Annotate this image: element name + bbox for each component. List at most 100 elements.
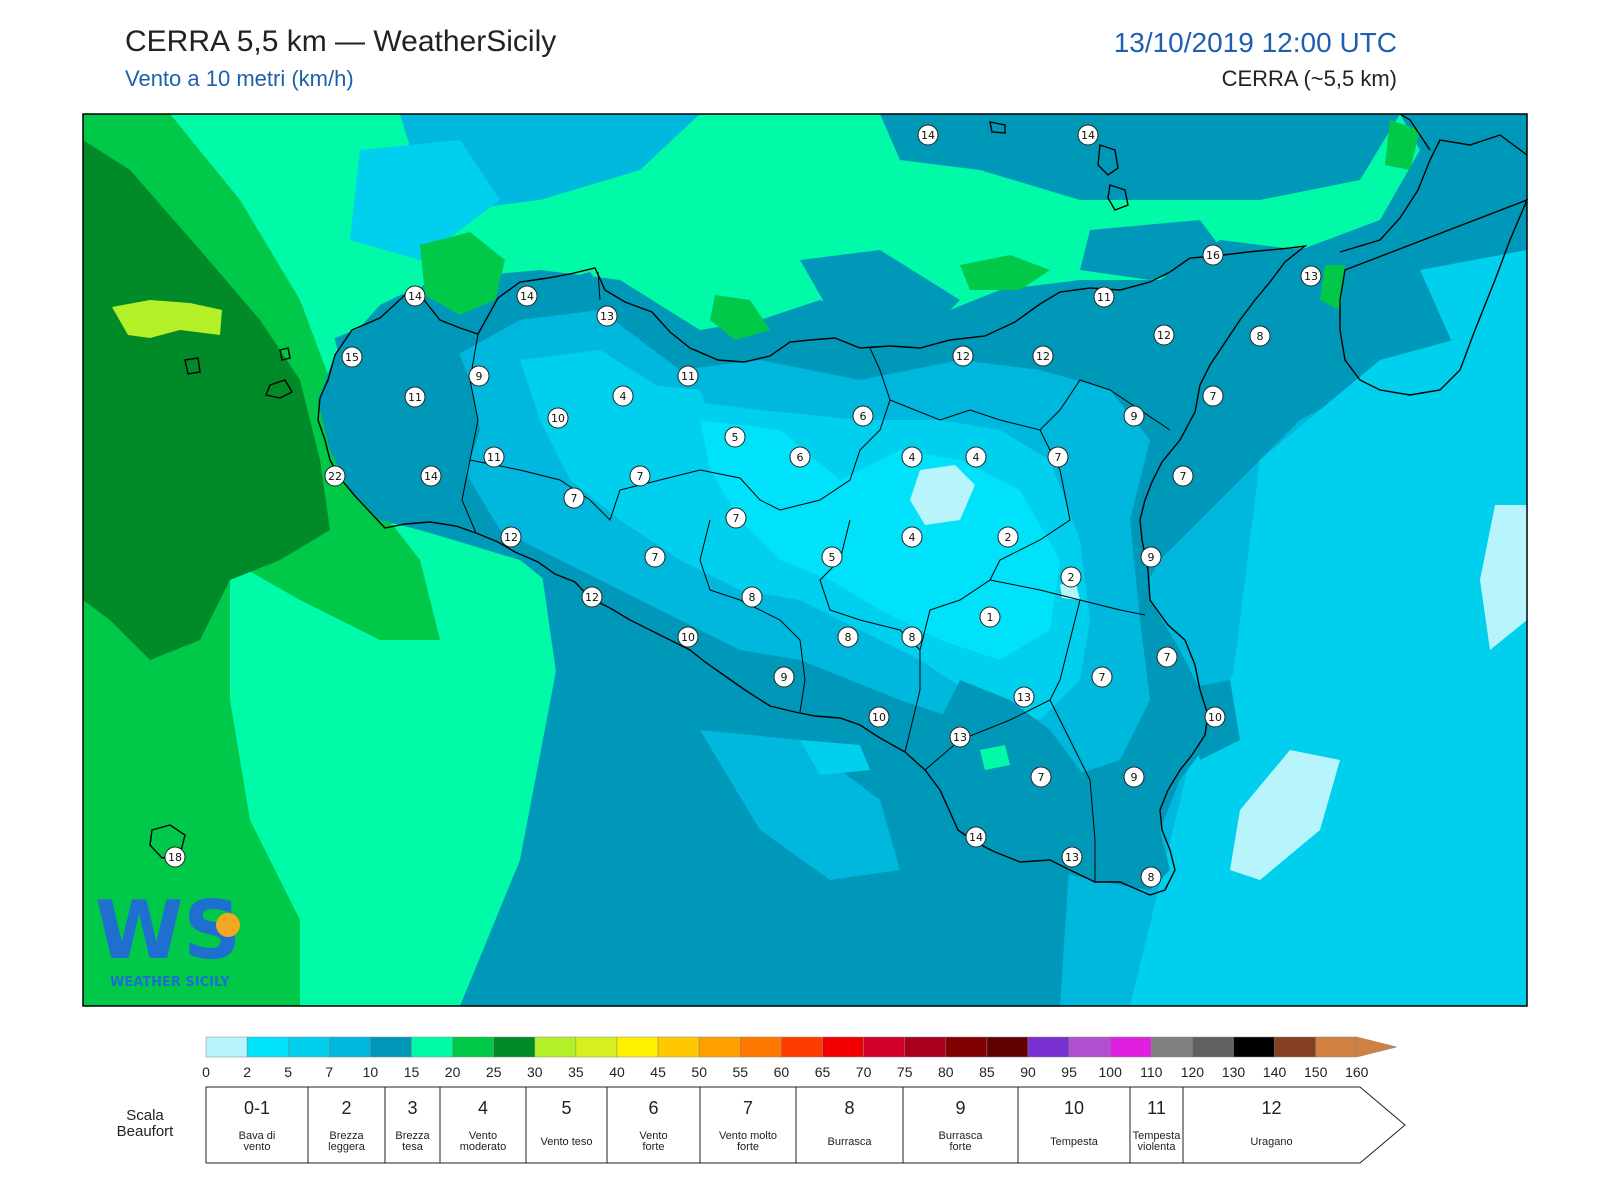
station-value: 14 xyxy=(520,290,534,303)
station-marker: 7 xyxy=(1047,446,1069,468)
station-marker: 15 xyxy=(341,346,363,368)
station-value: 13 xyxy=(1304,270,1318,283)
colorbar-tick: 50 xyxy=(691,1064,707,1080)
beaufort-number: 2 xyxy=(341,1098,351,1118)
colorbar-swatch xyxy=(411,1036,453,1058)
station-marker: 6 xyxy=(852,405,874,427)
station-marker: 4 xyxy=(901,526,923,548)
colorbar-tick: 130 xyxy=(1222,1064,1246,1080)
beaufort-desc: Tempesta xyxy=(1133,1130,1182,1142)
calabria-coastline xyxy=(1339,134,1529,396)
station-value: 11 xyxy=(487,451,501,464)
station-marker: 7 xyxy=(1202,385,1224,407)
station-value: 11 xyxy=(1097,291,1111,304)
station-value: 8 xyxy=(1257,330,1264,343)
station-value: 12 xyxy=(956,350,970,363)
station-marker: 9 xyxy=(1140,546,1162,568)
colorbar-tick: 120 xyxy=(1181,1064,1205,1080)
station-marker: 12 xyxy=(500,526,522,548)
station-marker: 7 xyxy=(629,465,651,487)
colorbar-swatch xyxy=(1068,1036,1111,1058)
beaufort-desc: tesa xyxy=(402,1141,424,1153)
station-marker: 11 xyxy=(1093,286,1115,308)
colorbar-tick: 110 xyxy=(1140,1064,1163,1080)
station-marker: 11 xyxy=(404,386,426,408)
station-marker: 7 xyxy=(644,546,666,568)
station-value: 5 xyxy=(829,551,836,564)
colorbar-swatch xyxy=(1274,1036,1316,1058)
colorbar-swatch xyxy=(781,1036,823,1058)
beaufort-number: 7 xyxy=(743,1098,753,1118)
station-marker: 7 xyxy=(725,507,747,529)
map-frame xyxy=(82,113,1528,1007)
forecast-datetime: 13/10/2019 12:00 UTC xyxy=(1113,27,1397,58)
station-value: 16 xyxy=(1206,249,1220,262)
station-value: 18 xyxy=(168,851,182,864)
beaufort-desc: forte xyxy=(737,1141,759,1153)
station-value: 14 xyxy=(969,831,983,844)
beaufort-number: 9 xyxy=(955,1098,965,1118)
station-value: 10 xyxy=(681,631,695,644)
colorbar-swatch xyxy=(329,1036,371,1058)
station-value: 11 xyxy=(681,370,695,383)
station-marker: 13 xyxy=(596,305,618,327)
station-marker: 2 xyxy=(997,526,1019,548)
station-value: 12 xyxy=(585,591,599,604)
beaufort-desc: Vento teso xyxy=(541,1136,593,1148)
station-marker: 14 xyxy=(404,285,426,307)
colorbar-swatch xyxy=(1027,1036,1070,1058)
colorbar-tick: 95 xyxy=(1061,1064,1077,1080)
station-value: 7 xyxy=(733,512,740,525)
station-value: 7 xyxy=(637,470,644,483)
station-value: 7 xyxy=(1055,451,1062,464)
station-value: 4 xyxy=(909,451,916,464)
colorbar-tick: 20 xyxy=(445,1064,461,1080)
colorbar-swatch xyxy=(945,1036,988,1058)
station-marker: 4 xyxy=(901,446,923,468)
beaufort-level: 10 Tempesta xyxy=(1017,1086,1131,1164)
colorbar-swatch xyxy=(986,1036,1029,1058)
colorbar-swatch xyxy=(205,1036,248,1058)
station-value: 4 xyxy=(620,390,627,403)
station-value: 13 xyxy=(953,731,967,744)
station-value: 8 xyxy=(909,631,916,644)
colorbar-swatch xyxy=(1315,1036,1358,1058)
beaufort-number: 0-1 xyxy=(244,1098,270,1118)
station-value: 10 xyxy=(872,711,886,724)
station-value: 12 xyxy=(504,531,518,544)
station-marker: 14 xyxy=(516,285,538,307)
beaufort-desc: violenta xyxy=(1138,1141,1177,1153)
station-marker: 7 xyxy=(563,487,585,509)
colorbar-tick: 85 xyxy=(979,1064,995,1080)
station-value: 7 xyxy=(1038,771,1045,784)
station-value: 6 xyxy=(797,451,804,464)
colorbar-arrow xyxy=(1356,1036,1397,1058)
station-marker: 1 xyxy=(979,606,1001,628)
sun-icon xyxy=(216,913,240,937)
colorbar-swatch xyxy=(1233,1036,1275,1058)
colorbar-swatch xyxy=(822,1036,864,1058)
station-marker: 13 xyxy=(1013,686,1035,708)
beaufort-desc: forte xyxy=(642,1141,664,1153)
beaufort-desc: Vento molto xyxy=(719,1130,777,1142)
station-value: 7 xyxy=(1180,470,1187,483)
station-marker: 10 xyxy=(677,626,699,648)
station-value: 7 xyxy=(1164,651,1171,664)
station-marker: 12 xyxy=(952,345,974,367)
station-marker: 4 xyxy=(612,385,634,407)
station-value: 14 xyxy=(1081,129,1095,142)
beaufort-desc: Tempesta xyxy=(1050,1136,1099,1148)
station-value: 5 xyxy=(732,431,739,444)
beaufort-desc: Vento xyxy=(469,1130,497,1142)
station-marker: 7 xyxy=(1156,646,1178,668)
beaufort-number: 10 xyxy=(1064,1098,1084,1118)
colorbar-tick: 75 xyxy=(897,1064,913,1080)
logo-letters: WS xyxy=(95,884,241,977)
colorbar-tick: 150 xyxy=(1304,1064,1328,1080)
station-marker: 12 xyxy=(581,586,603,608)
station-marker: 10 xyxy=(547,407,569,429)
beaufort-desc: Uragano xyxy=(1250,1136,1292,1148)
